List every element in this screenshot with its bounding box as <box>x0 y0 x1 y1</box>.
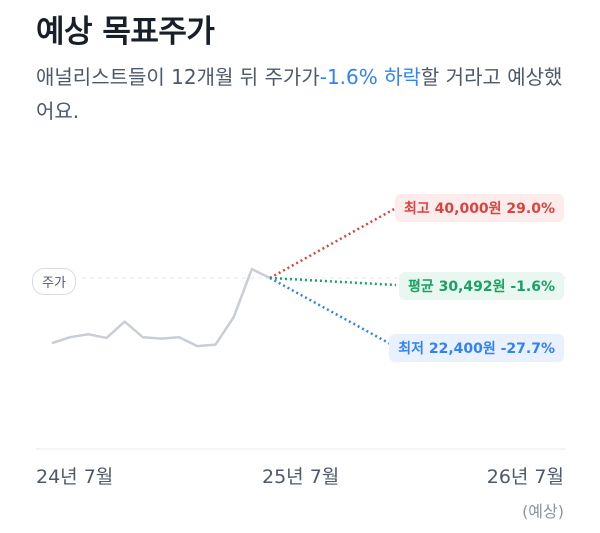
price-history-line <box>51 267 271 348</box>
page-title: 예상 목표주가 <box>36 14 215 50</box>
subtitle-before: 애널리스트들이 12개월 뒤 주가가 <box>36 65 320 89</box>
low-target-label: 최저 22,400원 -27.7% <box>389 334 564 362</box>
x-tick-sub-label: (예상) <box>522 502 564 521</box>
high-target-line <box>269 206 397 280</box>
subtitle: 애널리스트들이 12개월 뒤 주가가-1.6% 하락할 거라고 예상했어요. <box>36 60 576 128</box>
subtitle-highlight: -1.6% 하락 <box>319 65 421 89</box>
high-target-label: 최고 40,000원 29.0% <box>395 194 564 222</box>
current-price-label: 주가 <box>32 268 76 295</box>
x-tick-label: 26년 7월 <box>486 466 564 488</box>
x-tick-label: 25년 7월 <box>262 466 340 488</box>
subtitle-after: 할 거라고 예상했어요. <box>36 65 563 123</box>
average-target-line <box>269 276 397 287</box>
average-target-label: 평균 30,492원 -1.6% <box>398 272 564 300</box>
x-tick-label: 24년 7월 <box>36 466 114 488</box>
low-target-line <box>269 276 397 349</box>
